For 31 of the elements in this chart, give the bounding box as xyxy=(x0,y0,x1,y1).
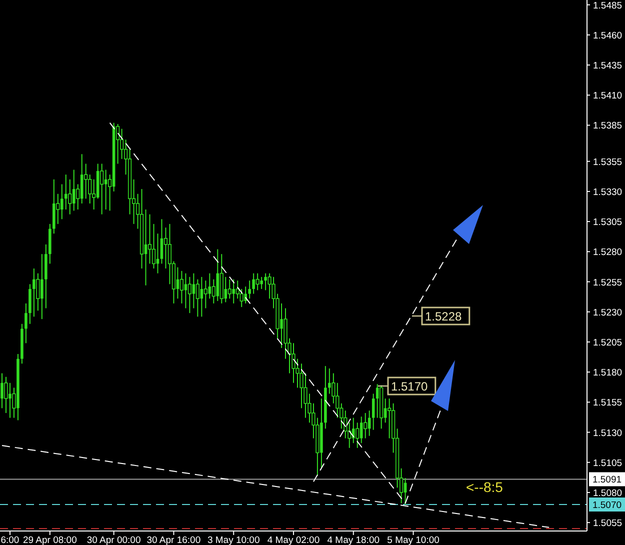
y-tick-label: 1.5330 xyxy=(593,186,622,198)
x-tick-label: 30 Apr 16:00 xyxy=(146,535,201,545)
annotation: 1.5228 xyxy=(425,310,462,324)
y-tick-label: 1.5460 xyxy=(593,30,622,42)
x-tick-label: 29 Apr 08:00 xyxy=(22,535,77,545)
x-tick-label: 3 May 10:00 xyxy=(207,535,260,545)
y-tick-label: 1.5080 xyxy=(593,488,622,499)
y-tick-label: 1.5055 xyxy=(593,518,622,530)
annotation: 1.5170 xyxy=(391,380,428,394)
y-tick-label: 1.5155 xyxy=(593,398,622,409)
ref-line-label: 1.5091 xyxy=(592,474,622,486)
x-tick-label: 30 Apr 00:00 xyxy=(86,535,141,545)
x-tick-label: 4 May 02:00 xyxy=(267,535,320,545)
y-tick-label: 1.5130 xyxy=(593,428,622,439)
y-tick-label: 1.5410 xyxy=(593,90,622,102)
y-tick-label: 1.5180 xyxy=(593,368,622,379)
x-tick-label: 6:00 xyxy=(0,535,20,545)
y-tick-label: 1.5305 xyxy=(593,217,622,228)
x-tick-label: 5 May 10:00 xyxy=(387,535,440,545)
y-tick-label: 1.5255 xyxy=(593,277,622,288)
y-tick-label: 1.5435 xyxy=(593,60,622,72)
y-tick-label: 1.5485 xyxy=(593,0,622,12)
y-tick-label: 1.5385 xyxy=(593,120,622,132)
y-tick-label: 1.5280 xyxy=(593,247,622,258)
ref-line-label: 1.5070 xyxy=(592,500,622,512)
y-tick-label: 1.5205 xyxy=(593,337,622,348)
y-tick-label: 1.5355 xyxy=(593,156,622,168)
y-tick-label: 1.5230 xyxy=(593,307,622,318)
x-tick-label: 4 May 18:00 xyxy=(327,535,380,545)
annotation: <--8:5 xyxy=(466,479,504,495)
y-tick-label: 1.5105 xyxy=(593,458,622,469)
